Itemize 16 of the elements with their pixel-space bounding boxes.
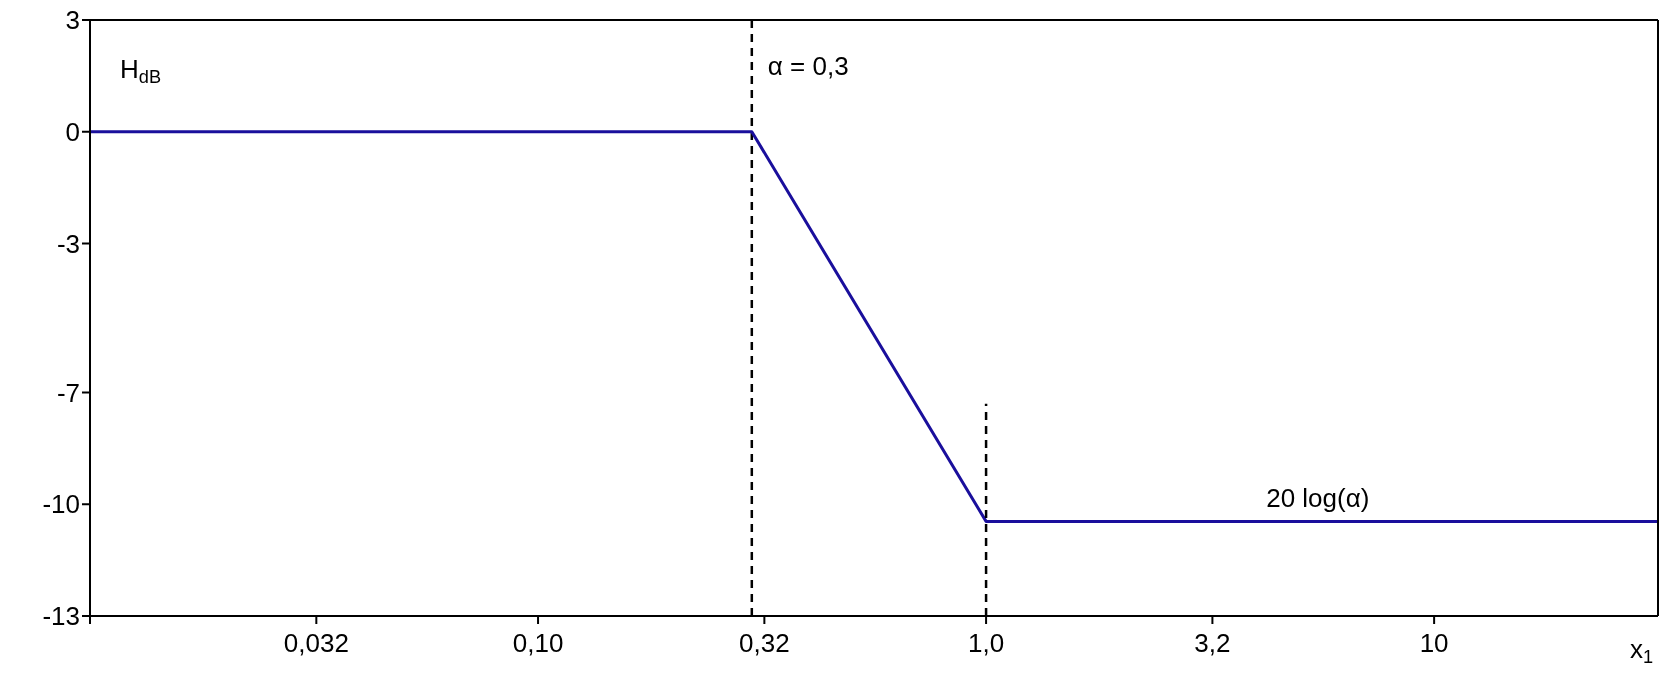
y-tick-label: -3 bbox=[56, 228, 80, 259]
x-tick-label: 1,0 bbox=[968, 628, 1005, 659]
x-tick-label: 10 bbox=[1419, 628, 1449, 659]
y-tick-label: 3 bbox=[65, 5, 80, 36]
y-tick-label: -10 bbox=[42, 489, 80, 520]
y-tick-label: -7 bbox=[56, 377, 80, 408]
x-tick-label: 0,032 bbox=[283, 628, 349, 659]
x-tick-label: 0,10 bbox=[512, 628, 564, 659]
x-tick-label: 0,32 bbox=[739, 628, 790, 659]
y-tick-label: 0 bbox=[65, 116, 80, 147]
y-axis-title: H$_{dB}$ bbox=[120, 54, 162, 88]
x-axis-title: x$_{1}$ bbox=[1630, 634, 1654, 668]
y-tick-label: -13 bbox=[42, 601, 80, 632]
x-tick-label: 3,2 bbox=[1194, 628, 1231, 659]
annotation: 20 log(α) bbox=[1266, 483, 1370, 514]
ref-line-label: α = 0,3 bbox=[767, 51, 849, 81]
